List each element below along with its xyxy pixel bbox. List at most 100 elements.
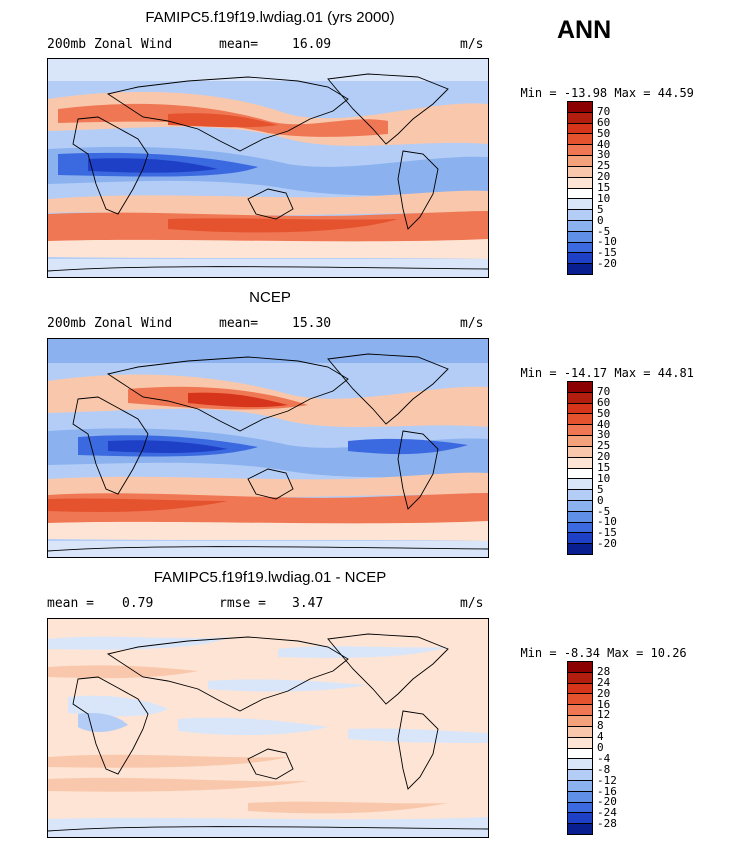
panel-2-colorbar-labels: 70 60 50 40 30 25 20 15 10 5 0 -5 -10 -15 -20	[597, 381, 637, 555]
panel-2-map-svg	[48, 339, 488, 557]
colorbar-swatch	[568, 716, 592, 727]
colorbar-level-label: -15	[597, 246, 617, 260]
colorbar-swatch	[568, 403, 592, 415]
colorbar-swatch	[568, 705, 592, 717]
panel-2-range: Min = -14.17 Max = 44.81	[506, 352, 693, 380]
panel-3-mean-label: mean =	[47, 596, 94, 611]
panel-2-map	[47, 338, 489, 558]
colorbar-swatch	[568, 791, 592, 803]
colorbar-swatch	[568, 382, 592, 393]
colorbar-level-label: 12	[597, 708, 611, 722]
colorbar-level-label: 30	[597, 148, 611, 162]
colorbar-swatch	[568, 694, 592, 706]
colorbar-swatch	[568, 662, 592, 673]
colorbar-swatch	[568, 748, 592, 760]
panel-3-rmse-value: 3.47	[292, 596, 324, 611]
colorbar-level-label: 4	[597, 730, 604, 744]
panel-3-colorbar	[567, 661, 593, 835]
colorbar-level-label: 70	[597, 384, 611, 398]
colorbar-swatch	[568, 737, 592, 749]
panel-2-min-label: Min =	[520, 366, 557, 380]
colorbar-swatch	[568, 813, 592, 825]
colorbar-level-label: 8	[597, 719, 604, 733]
panel-2-units: m/s	[460, 316, 484, 331]
colorbar-level-label: 5	[597, 482, 604, 496]
colorbar-level-label: 60	[597, 115, 611, 129]
colorbar-level-label: 50	[597, 126, 611, 140]
colorbar-level-label: 40	[597, 137, 611, 151]
colorbar-swatch	[568, 188, 592, 200]
colorbar-swatch	[568, 102, 592, 113]
panel-1-map	[47, 58, 489, 278]
panel-3-map	[47, 618, 489, 838]
colorbar-level-label: 15	[597, 461, 611, 474]
colorbar-level-label: 5	[597, 202, 604, 216]
colorbar-swatch	[568, 479, 592, 491]
panel-1-variable-label: 200mb Zonal Wind	[47, 37, 173, 52]
colorbar-swatch	[568, 770, 592, 781]
colorbar-level-label: 15	[597, 181, 611, 194]
colorbar-level-label: 30	[597, 428, 611, 442]
panel-1-mean-value: 16.09	[292, 37, 332, 52]
colorbar-swatch	[568, 522, 592, 534]
colorbar-swatch	[568, 134, 592, 146]
colorbar-swatch	[568, 242, 592, 254]
panel-1-mean-label: mean=	[219, 37, 259, 52]
colorbar-swatch	[568, 468, 592, 480]
panel-2-variable-label: 200mb Zonal Wind	[47, 316, 173, 331]
panel-1-max-label: Max =	[614, 86, 651, 100]
panel-3-mean-value: 0.79	[122, 596, 154, 611]
colorbar-level-label: 0	[597, 741, 604, 754]
colorbar-swatch	[568, 511, 592, 523]
colorbar-swatch	[568, 490, 592, 501]
colorbar-swatch	[568, 199, 592, 211]
panel-2-max-label: Max =	[614, 366, 651, 380]
colorbar-swatch	[568, 220, 592, 232]
colorbar-swatch	[568, 457, 592, 469]
colorbar-level-label: 0	[597, 213, 604, 227]
colorbar-swatch	[568, 166, 592, 178]
colorbar-swatch	[568, 210, 592, 221]
colorbar-swatch	[568, 123, 592, 135]
colorbar-level-label: 20	[597, 686, 611, 700]
colorbar-swatch	[568, 177, 592, 189]
panel-1-colorbar-labels: 70 60 50 40 30 25 20 15 10 5 0 -5 -10 -15 -20	[597, 101, 637, 275]
colorbar-swatch	[568, 824, 592, 834]
colorbar-level-label: 70	[597, 104, 611, 118]
panel-3-max-value: 10.26	[650, 646, 687, 660]
season-label: ANN	[557, 16, 612, 44]
colorbar-swatch	[568, 726, 592, 738]
panel-2-min-value: -14.17	[563, 366, 608, 380]
colorbar-level-label: -24	[597, 806, 617, 820]
colorbar-swatch	[568, 253, 592, 265]
colorbar-level-label: 50	[597, 406, 611, 420]
panel-2-mean-value: 15.30	[292, 316, 332, 331]
panel-1-units: m/s	[460, 37, 484, 52]
panel-1-title: FAMIPC5.f19f19.lwdiag.01 (yrs 2000)	[145, 9, 395, 26]
panel-1-coastlines	[48, 73, 488, 272]
colorbar-swatch	[568, 672, 592, 684]
colorbar-level-label: 28	[597, 664, 611, 678]
colorbar-swatch	[568, 500, 592, 512]
panel-1-min-label: Min =	[520, 86, 557, 100]
colorbar-swatch	[568, 425, 592, 437]
colorbar-level-label: -10	[597, 515, 617, 529]
panel-1-range: Min = -13.98 Max = 44.59	[506, 72, 693, 100]
colorbar-level-label: -10	[597, 235, 617, 249]
colorbar-swatch	[568, 436, 592, 447]
colorbar-level-label: -5	[597, 504, 611, 518]
colorbar-level-label: 0	[597, 493, 604, 507]
colorbar-swatch	[568, 544, 592, 554]
panel-1-min-value: -13.98	[563, 86, 608, 100]
panel-3-title: FAMIPC5.f19f19.lwdiag.01 - NCEP	[153, 569, 387, 586]
colorbar-swatch	[568, 802, 592, 814]
panel-2-mean-label: mean=	[219, 316, 259, 331]
colorbar-level-label: 40	[597, 417, 611, 431]
panel-3-map-svg	[48, 619, 488, 837]
panel-1-map-svg	[48, 59, 488, 277]
panel-1-colorbar	[567, 101, 593, 275]
panel-3-min-value: -8.34	[563, 646, 600, 660]
colorbar-swatch	[568, 392, 592, 404]
panel-2-title: NCEP	[249, 289, 291, 306]
panel-3-coastlines	[48, 633, 488, 832]
